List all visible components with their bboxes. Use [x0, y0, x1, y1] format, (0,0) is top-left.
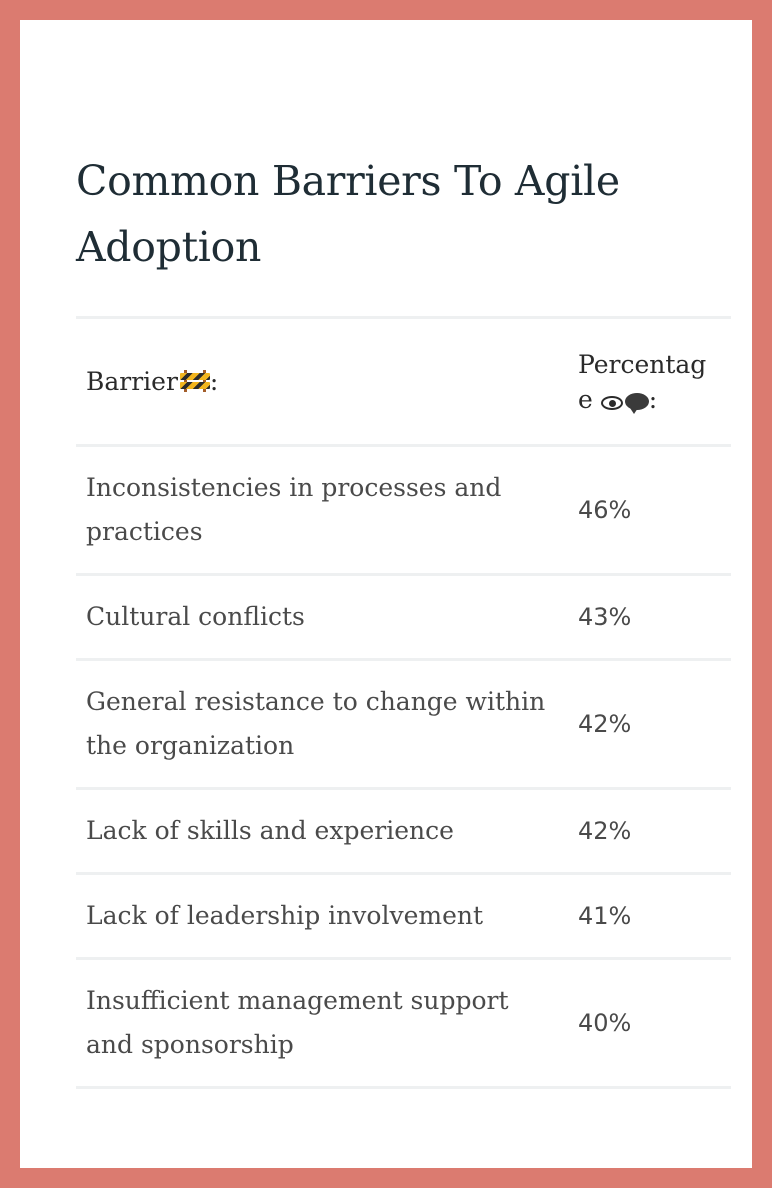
percentage-cell: 42%: [568, 659, 731, 790]
table-row: Insufficient management support and spon…: [76, 958, 731, 1089]
percentage-cell: 46%: [568, 445, 731, 576]
barrier-header-suffix: :: [209, 367, 219, 396]
percentage-header-label: Percentage: [578, 349, 707, 414]
percentage-cell: 41%: [568, 873, 731, 960]
table-row: Cultural conflicts 43%: [76, 574, 731, 661]
page-title: Common Barriers To Agile Adoption: [76, 157, 620, 271]
percentage-header-suffix: :: [648, 384, 658, 414]
speech-bubble-icon: [624, 392, 649, 414]
barrier-cell: General resistance to change within the …: [76, 659, 568, 790]
barrier-cell: Inconsistencies in processes and practic…: [76, 445, 568, 576]
percentage-column-header: Percentage:: [568, 317, 731, 447]
barrier-cell: Insufficient management support and spon…: [76, 958, 568, 1089]
eye-icon: [600, 395, 623, 410]
barrier-cell: Cultural conflicts: [76, 574, 568, 661]
barrier-header-label: Barrier: [86, 367, 178, 396]
table-row: Lack of leadership involvement 41%: [76, 873, 731, 960]
table-row: Lack of skills and experience 42%: [76, 788, 731, 875]
construction-barrier-icon: [179, 370, 210, 392]
barrier-cell: Lack of leadership involvement: [76, 873, 568, 960]
percentage-cell: 42%: [568, 788, 731, 875]
table-header-row: Barrier: Percentage:: [76, 317, 731, 447]
barrier-column-header: Barrier:: [76, 317, 568, 447]
percentage-cell: 40%: [568, 958, 731, 1089]
table-row: Inconsistencies in processes and practic…: [76, 445, 731, 576]
barriers-table: Barrier: Percentage: Inconsistencies in …: [76, 316, 731, 1089]
barrier-cell: Lack of skills and experience: [76, 788, 568, 875]
table-row: General resistance to change within the …: [76, 659, 731, 790]
percentage-cell: 43%: [568, 574, 731, 661]
